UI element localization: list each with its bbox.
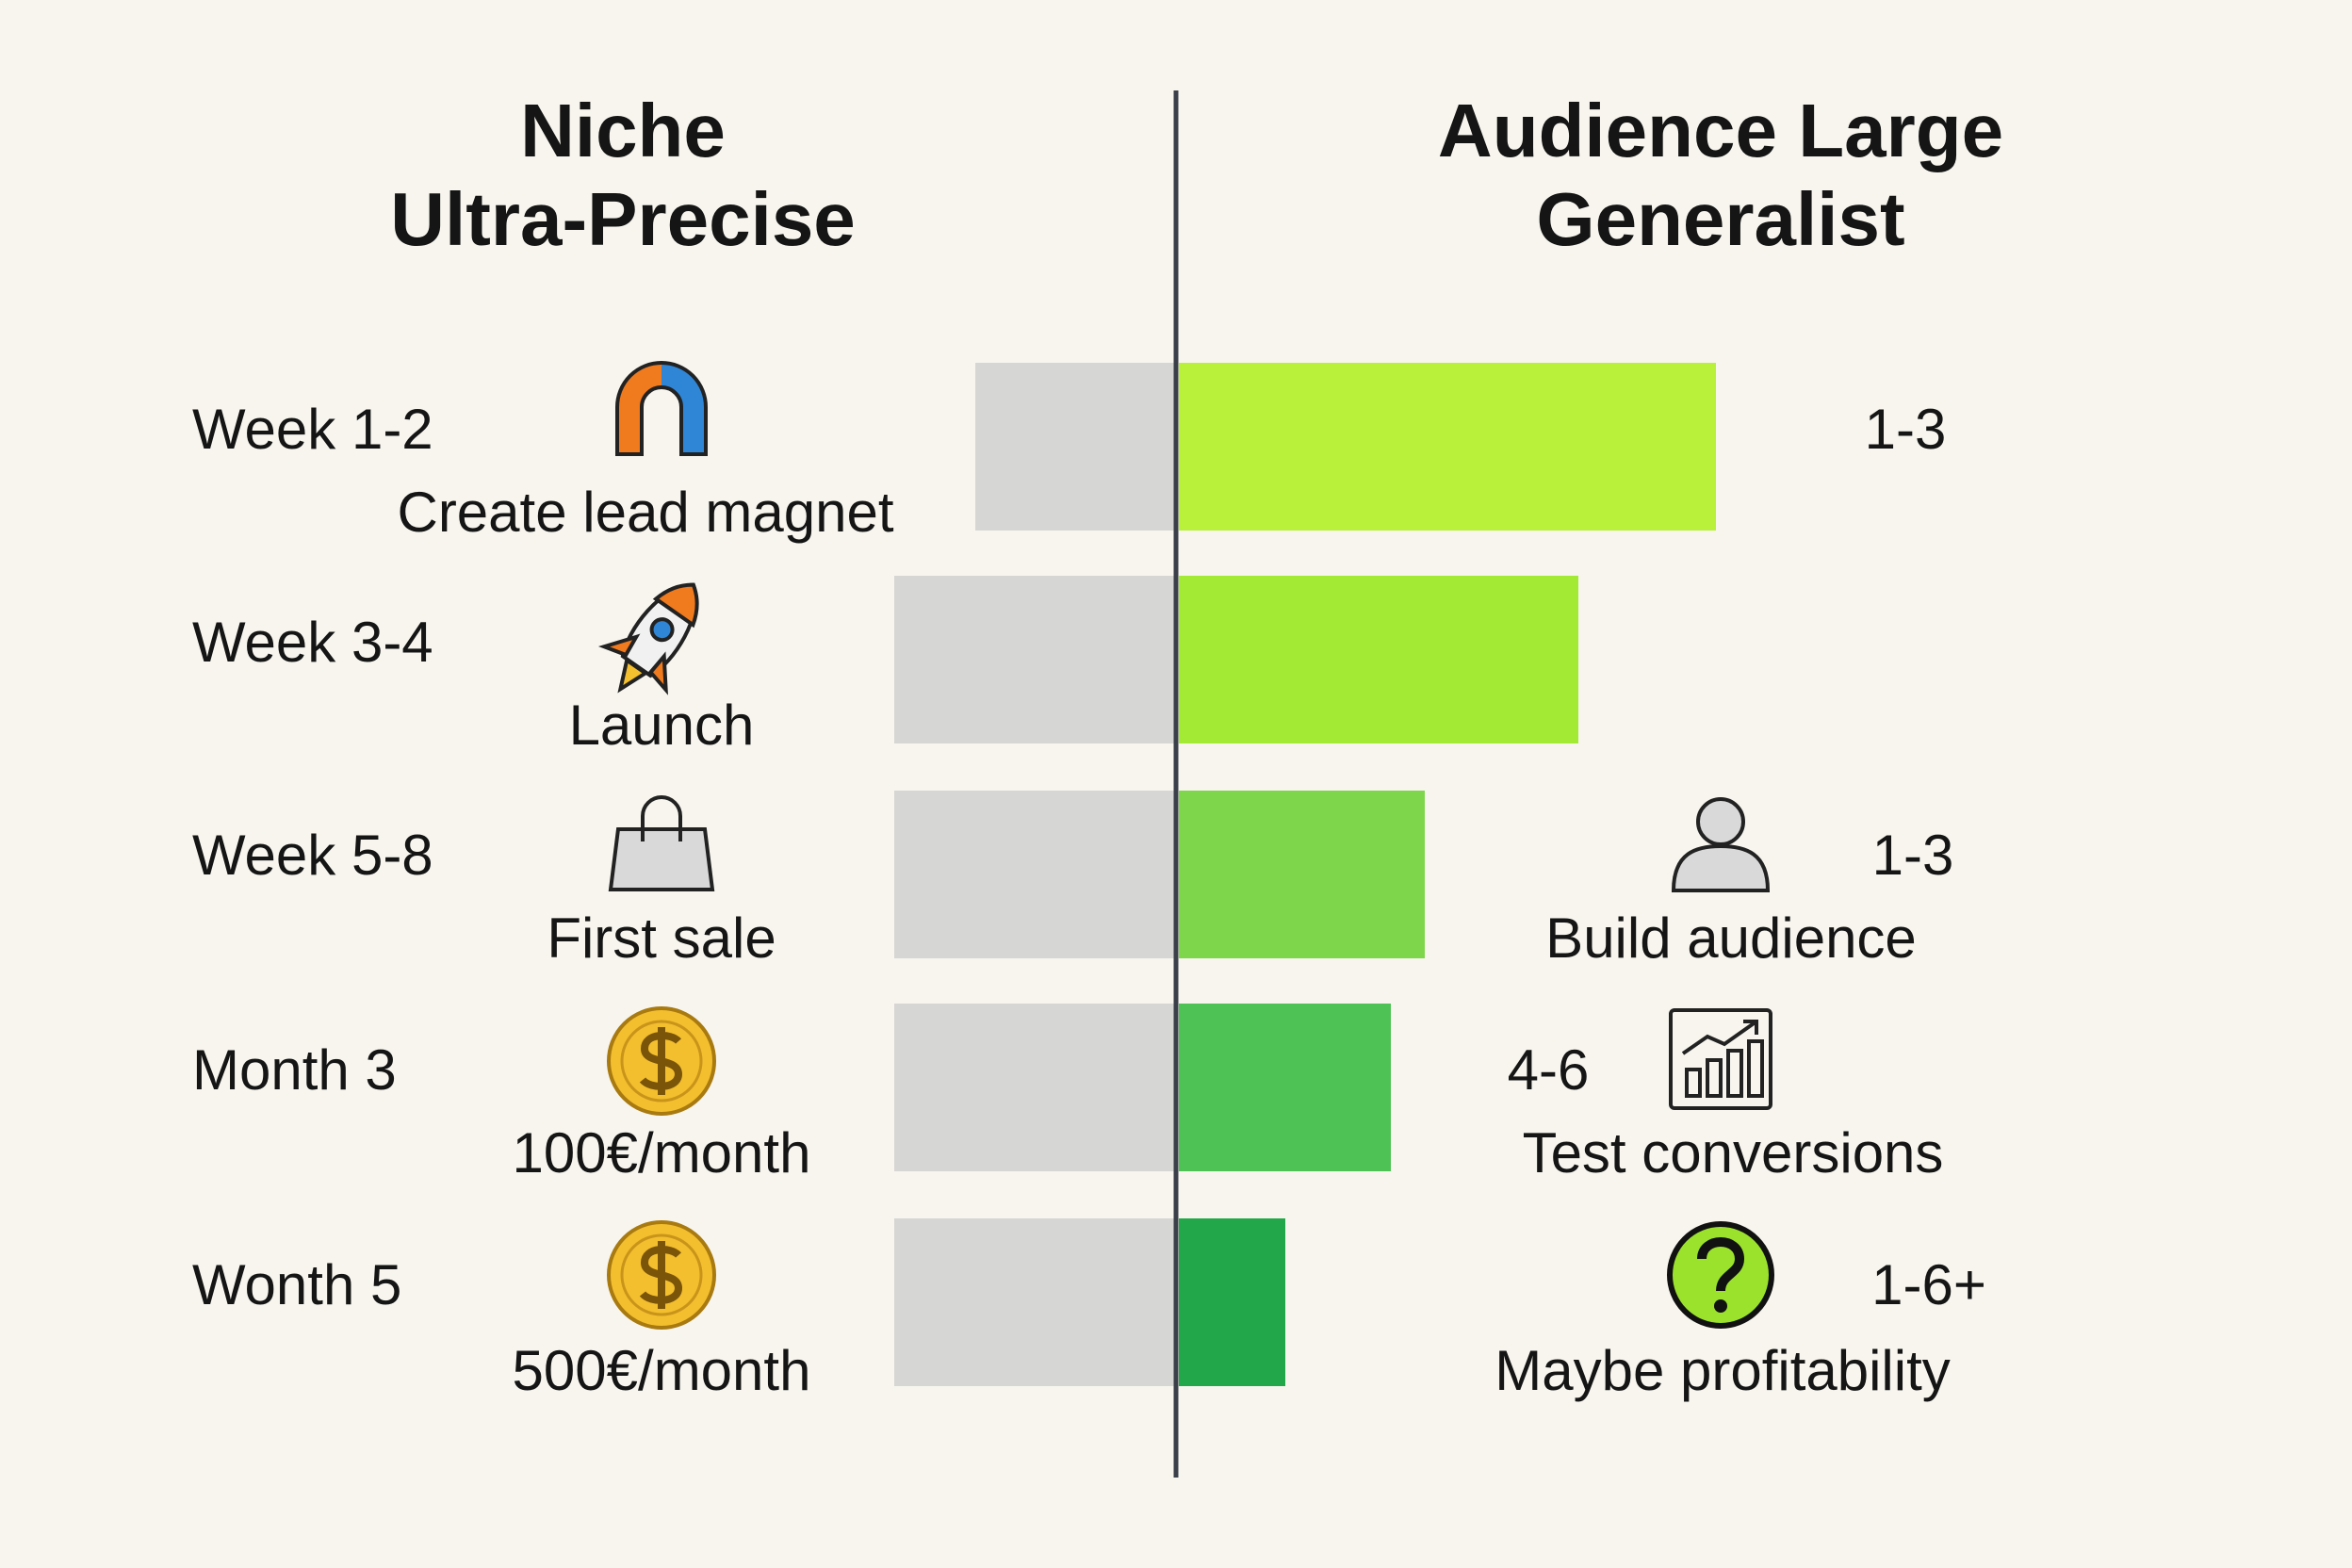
milestone: Build audience <box>1545 906 1917 970</box>
right-title: Generalist <box>1536 177 1904 261</box>
green-bar <box>1179 576 1578 743</box>
period: Week 3-4 <box>192 611 433 674</box>
magnet-icon <box>615 361 708 456</box>
coin-icon <box>607 1220 716 1330</box>
period: Month 3 <box>192 1038 397 1102</box>
green-bar <box>1179 1004 1391 1171</box>
bars <box>894 363 1716 1386</box>
milestone: Maybe profitability <box>1494 1339 1951 1402</box>
grey-bar <box>894 791 1176 958</box>
green-bar <box>1179 1218 1285 1386</box>
rocket-icon <box>597 582 699 695</box>
question-icon <box>1667 1221 1774 1329</box>
period: Week 5-8 <box>192 824 433 887</box>
milestone: Create lead magnet <box>398 481 894 544</box>
bag-icon <box>608 795 715 891</box>
range: 1-3 <box>1865 398 1947 461</box>
coin-icon <box>607 1006 716 1116</box>
milestone: First sale <box>547 906 776 970</box>
grey-bar <box>894 1218 1176 1386</box>
person-icon <box>1671 797 1771 892</box>
milestone: 500€/month <box>513 1339 811 1402</box>
right-title: Audience Large <box>1438 89 2003 172</box>
milestone: Test conversions <box>1523 1121 1944 1184</box>
milestone: Launch <box>569 694 755 757</box>
chart-icon <box>1669 1008 1772 1110</box>
period: Wonth 5 <box>192 1253 401 1316</box>
grey-bar <box>894 576 1176 743</box>
period: Week 1-2 <box>192 398 433 461</box>
green-bar <box>1179 363 1716 531</box>
milestone: 100€/month <box>513 1121 811 1184</box>
grey-bar <box>894 1004 1176 1171</box>
range: 1-6+ <box>1871 1253 1986 1316</box>
grey-bar <box>975 363 1176 531</box>
range: 1-3 <box>1872 824 1954 887</box>
green-bar <box>1179 791 1425 958</box>
range: 4-6 <box>1508 1038 1590 1102</box>
left-title: Ultra-Precise <box>390 177 856 261</box>
left-title: Niche <box>520 89 726 172</box>
